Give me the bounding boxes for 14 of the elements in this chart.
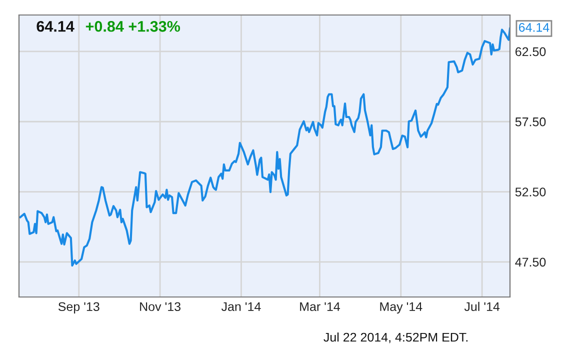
chart-subtitle: +0.84 +1.33% xyxy=(86,20,180,32)
x-tick-label: Mar '14 xyxy=(300,302,340,312)
x-tick-label: Nov '13 xyxy=(140,302,180,312)
y-tick-label: 62.50 xyxy=(515,47,546,56)
x-tick-label: May '14 xyxy=(380,302,422,314)
x-tick-label: Jan '14 xyxy=(221,302,261,312)
y-tick-label: 57.50 xyxy=(515,117,546,126)
text: Jul 22 2014, 4:52PM EDT. xyxy=(324,332,468,344)
chart-title: 64.14 xyxy=(36,20,74,32)
x-tick-label: Jul '14 xyxy=(464,302,500,312)
y-tick-label: 52.50 xyxy=(515,188,546,196)
x-tick-label: Sep '13 xyxy=(58,302,100,314)
y-tick-label: 47.50 xyxy=(515,258,546,267)
annotation: 64.14 xyxy=(518,22,550,32)
